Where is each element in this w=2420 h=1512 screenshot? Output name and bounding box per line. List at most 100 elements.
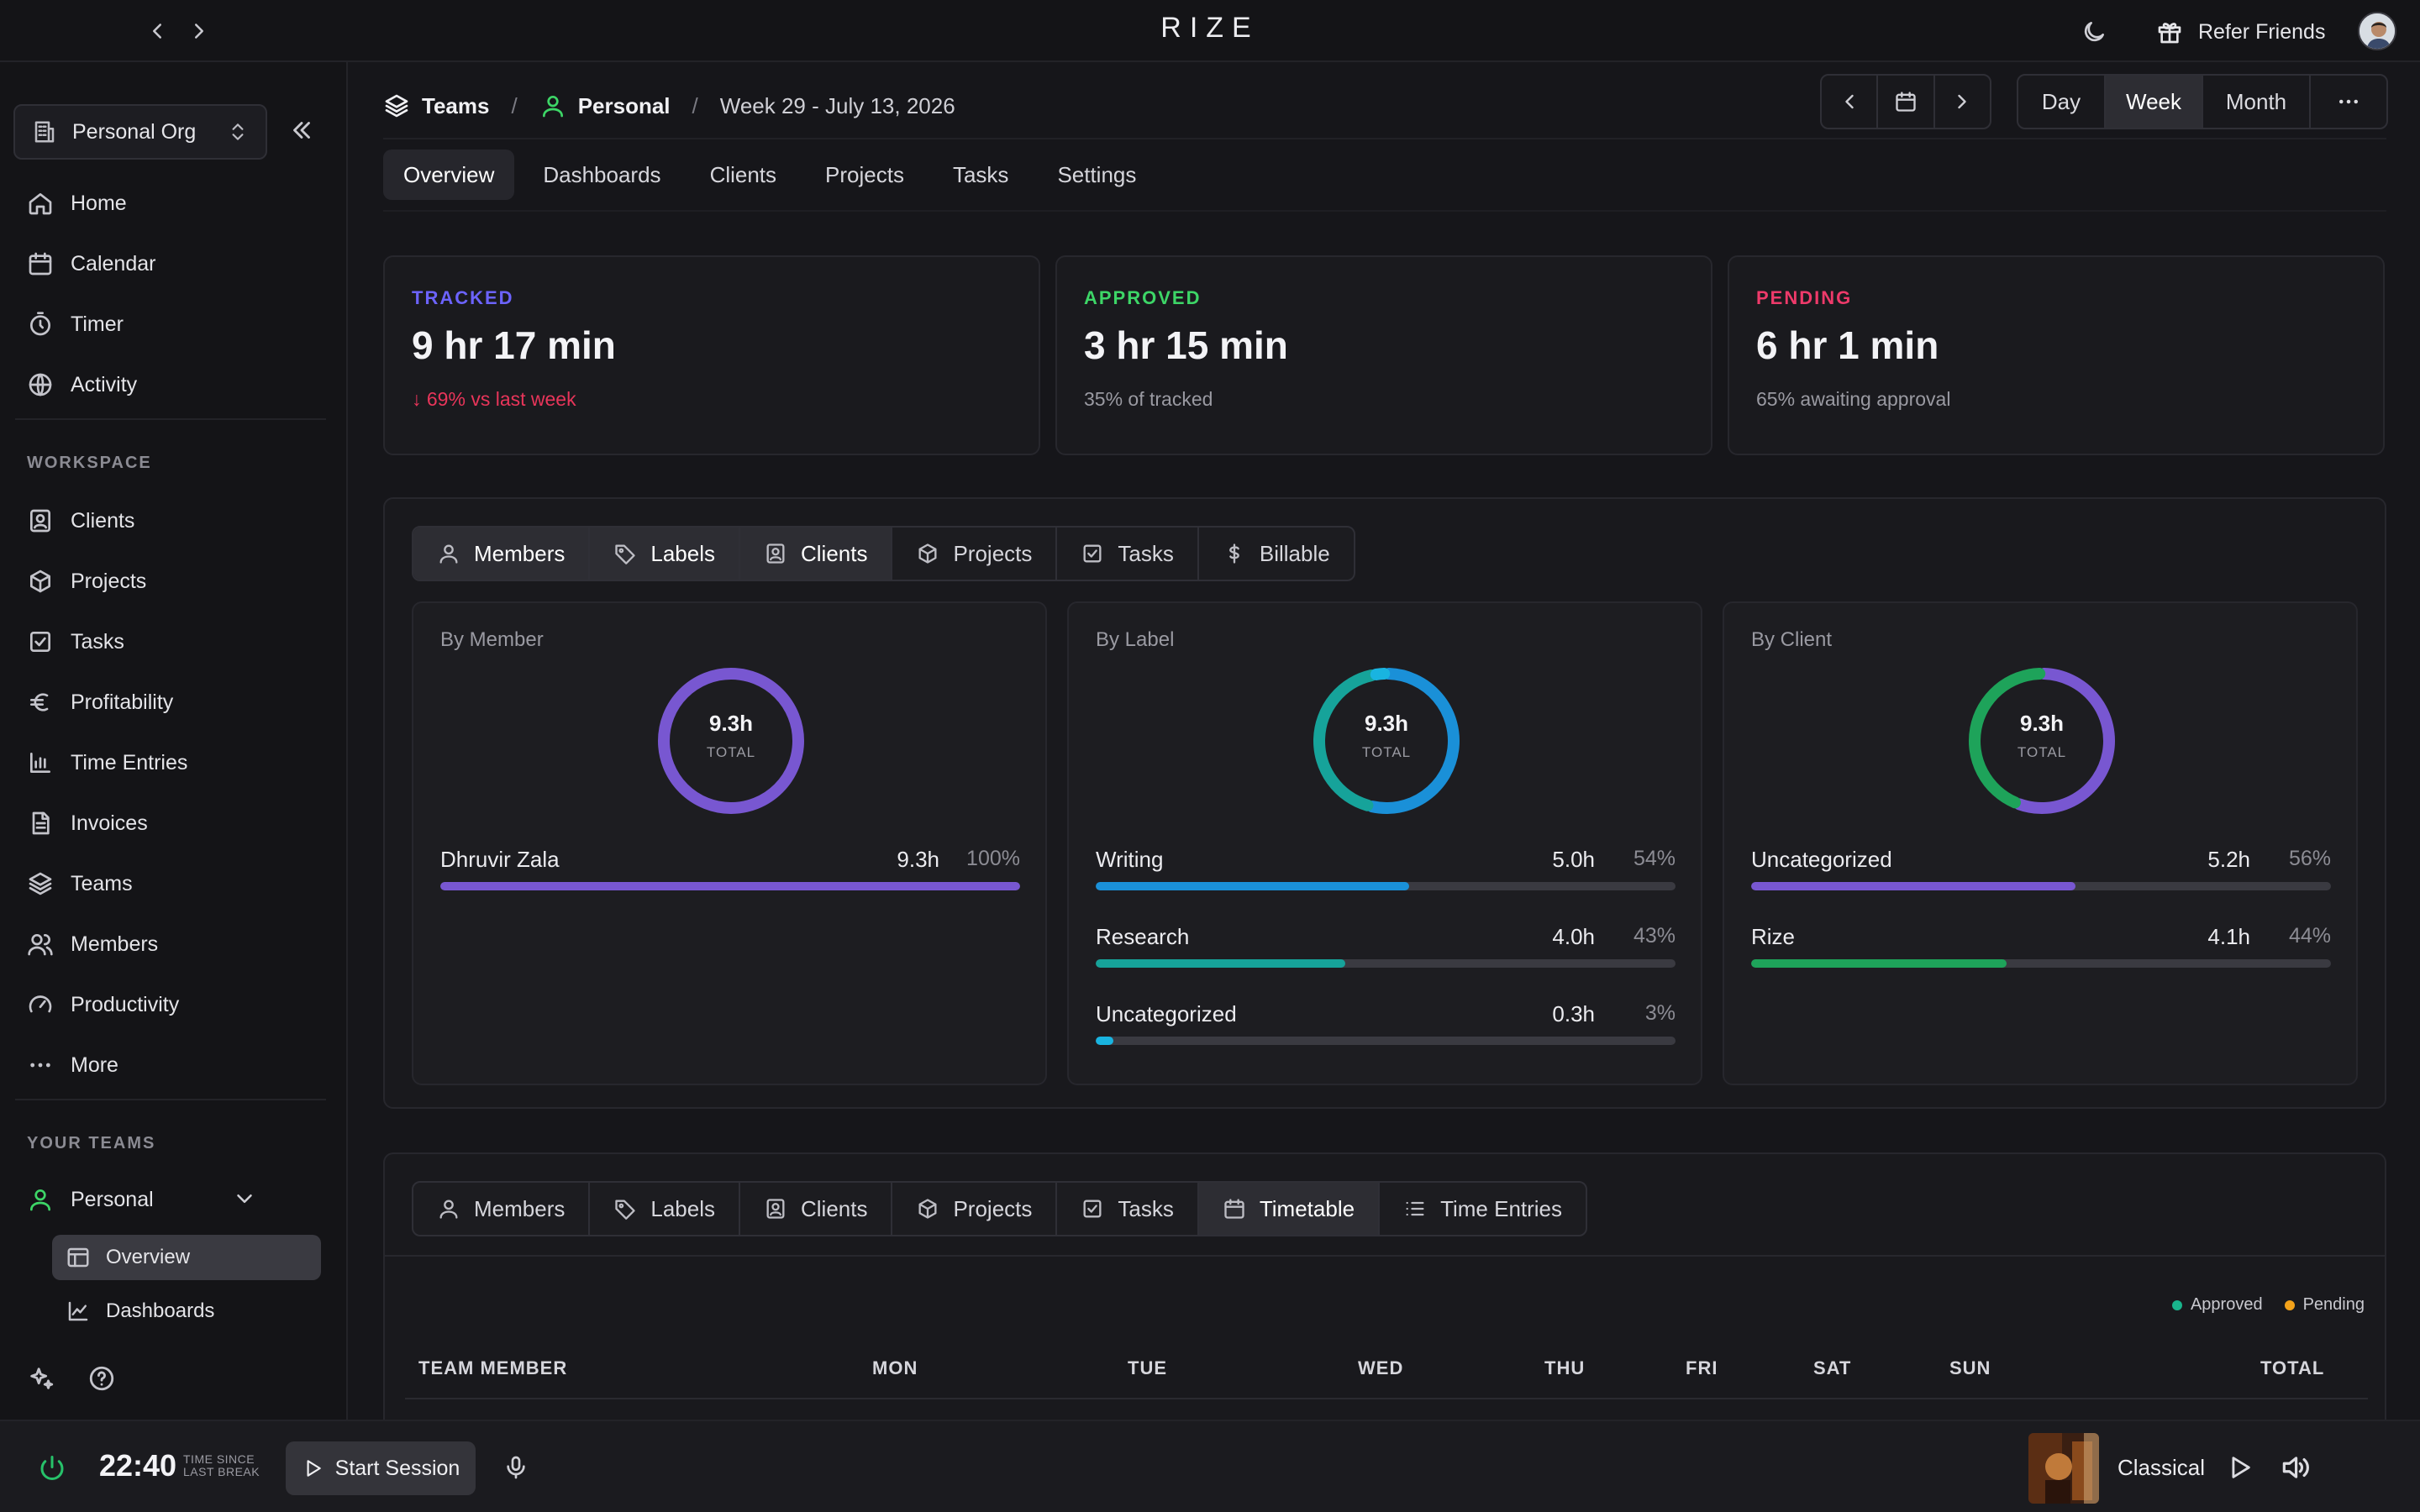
divider xyxy=(383,210,2386,212)
sidebar-team-personal[interactable]: Personal xyxy=(15,1176,326,1223)
date-picker-button[interactable] xyxy=(1878,76,1935,128)
org-switcher[interactable]: Personal Org xyxy=(13,104,267,160)
breakdown-row[interactable]: Writing 5.0h 54% xyxy=(1096,847,1676,897)
sidebar-item-tasks[interactable]: Tasks xyxy=(15,618,326,665)
more-icon xyxy=(30,1063,50,1068)
collapse-sidebar-icon[interactable] xyxy=(287,116,316,144)
users-icon xyxy=(28,934,53,956)
microphone-icon[interactable] xyxy=(502,1453,529,1482)
breakdown-by-label: By Label 9.3h TOTAL Writing 5.0h 54% Res… xyxy=(1067,601,1702,1085)
sidebar-item-label: Tasks xyxy=(71,629,124,654)
date-navigator xyxy=(1820,74,1991,129)
time-since-line1: TIME SINCE xyxy=(183,1452,255,1466)
previous-period-button[interactable] xyxy=(1822,76,1879,128)
column-header-sun[interactable]: SUN xyxy=(1949,1357,1991,1378)
breakdown-row[interactable]: Uncategorized 5.2h 56% xyxy=(1751,847,2331,897)
sidebar-item-calendar[interactable]: Calendar xyxy=(15,240,326,287)
help-icon[interactable] xyxy=(87,1364,116,1393)
timetable-tab-projects[interactable]: Projects xyxy=(892,1183,1058,1235)
breakdown-tab-clients[interactable]: Clients xyxy=(739,528,893,580)
breakdown-tab-tasks[interactable]: Tasks xyxy=(1057,528,1199,580)
range-day-button[interactable]: Day xyxy=(2018,76,2106,128)
sidebar-item-timer[interactable]: Timer xyxy=(15,301,326,348)
tab-overview[interactable]: Overview xyxy=(383,150,515,200)
chevron-down-icon[interactable] xyxy=(232,1186,257,1211)
sidebar-item-projects[interactable]: Projects xyxy=(15,558,326,605)
timetable-tab-labels[interactable]: Labels xyxy=(590,1183,740,1235)
tab-settings[interactable]: Settings xyxy=(1057,161,1137,187)
sidebar-item-label: Productivity xyxy=(71,992,180,1016)
breakdown-row[interactable]: Dhruvir Zala 9.3h 100% xyxy=(440,847,1020,897)
sidebar-item-more[interactable]: More xyxy=(15,1042,326,1089)
breakdown-tab-members[interactable]: Members xyxy=(413,528,591,580)
sidebar-item-members[interactable]: Members xyxy=(15,921,326,968)
breadcrumb-teams[interactable]: Teams xyxy=(383,92,489,119)
breakdown-row[interactable]: Rize 4.1h 44% xyxy=(1751,924,2331,974)
sidebar-item-teams[interactable]: Teams xyxy=(15,860,326,907)
breakdown-title: By Label xyxy=(1096,628,1175,651)
divider xyxy=(385,1255,2385,1257)
sidebar-item-home[interactable]: Home xyxy=(15,180,326,227)
column-header-team-member[interactable]: TEAM MEMBER xyxy=(418,1357,568,1378)
column-header-sat[interactable]: SAT xyxy=(1813,1357,1852,1378)
breakdown-by-member: By Member 9.3h TOTAL Dhruvir Zala 9.3h 1… xyxy=(412,601,1047,1085)
sidebar-subitem-overview[interactable]: Overview xyxy=(52,1235,321,1280)
sidebar-item-time-entries[interactable]: Time Entries xyxy=(15,739,326,786)
progress-fill xyxy=(1096,882,1409,890)
breakdown-tab-billable[interactable]: Billable xyxy=(1199,528,1354,580)
play-icon[interactable] xyxy=(2225,1452,2254,1483)
back-arrow-icon[interactable] xyxy=(145,18,170,44)
sidebar-item-clients[interactable]: Clients xyxy=(15,497,326,544)
column-header-mon[interactable]: MON xyxy=(872,1357,918,1378)
range-week-button[interactable]: Week xyxy=(2106,76,2203,128)
breakdown-tab-labels[interactable]: Labels xyxy=(590,528,740,580)
column-header-tue[interactable]: TUE xyxy=(1128,1357,1167,1378)
timetable-tab-members[interactable]: Members xyxy=(413,1183,591,1235)
forward-arrow-icon[interactable] xyxy=(187,18,212,44)
timetable-tab-clients[interactable]: Clients xyxy=(740,1183,893,1235)
breakdown-tab-projects[interactable]: Projects xyxy=(892,528,1058,580)
tab-tasks[interactable]: Tasks xyxy=(952,161,1009,187)
stat-value: 6 hr 1 min xyxy=(1756,323,1939,367)
column-header-wed[interactable]: WED xyxy=(1358,1357,1404,1378)
timetable-tab-time-entries[interactable]: Time Entries xyxy=(1380,1183,1586,1235)
breakdown-by-client: By Client 9.3h TOTAL Uncategorized 5.2h … xyxy=(1723,601,2358,1085)
time-since-line2: LAST BREAK xyxy=(183,1465,260,1478)
sidebar-item-invoices[interactable]: Invoices xyxy=(15,800,326,847)
avatar[interactable] xyxy=(2358,12,2396,50)
start-session-button[interactable]: Start Session xyxy=(286,1441,476,1495)
sparkle-icon[interactable] xyxy=(27,1364,55,1393)
sidebar-item-profitability[interactable]: Profitability xyxy=(15,679,326,726)
tab-projects[interactable]: Projects xyxy=(825,161,904,187)
tab-clients[interactable]: Clients xyxy=(709,161,777,187)
row-hours: 5.0h xyxy=(1552,847,1595,872)
tab-dashboards[interactable]: Dashboards xyxy=(543,161,661,187)
stat-value: 9 hr 17 min xyxy=(412,323,616,367)
volume-icon[interactable] xyxy=(2279,1452,2311,1483)
sidebar-item-activity[interactable]: Activity xyxy=(15,361,326,408)
breakdown-row[interactable]: Uncategorized 0.3h 3% xyxy=(1096,1001,1676,1052)
breakdown-row[interactable]: Research 4.0h 43% xyxy=(1096,924,1676,974)
column-header-fri[interactable]: FRI xyxy=(1686,1357,1718,1378)
tab-label: Labels xyxy=(650,540,715,566)
checkbox-icon xyxy=(1083,1200,1102,1218)
refer-friends-button[interactable]: Refer Friends xyxy=(2156,15,2325,49)
tab-label: Projects xyxy=(953,1195,1033,1221)
timetable-tab-timetable[interactable]: Timetable xyxy=(1198,1183,1381,1235)
sidebar-item-productivity[interactable]: Productivity xyxy=(15,981,326,1028)
timetable-tab-tasks[interactable]: Tasks xyxy=(1057,1183,1199,1235)
next-period-button[interactable] xyxy=(1935,76,1990,128)
power-icon[interactable] xyxy=(37,1453,67,1483)
more-options-button[interactable] xyxy=(2311,76,2386,128)
stat-sub: 35% of tracked xyxy=(1084,388,1213,410)
range-month-button[interactable]: Month xyxy=(2203,76,2311,128)
breadcrumb-personal[interactable]: Personal xyxy=(539,92,671,119)
sidebar-subitem-dashboards[interactable]: Dashboards xyxy=(52,1289,321,1334)
moon-icon[interactable] xyxy=(2081,18,2107,45)
range-toggle: Day Week Month xyxy=(2017,74,2388,129)
donut-segment xyxy=(1365,668,1460,814)
progress-track xyxy=(1096,1037,1676,1045)
column-header-thu[interactable]: THU xyxy=(1544,1357,1586,1378)
row-name: Writing xyxy=(1096,847,1164,872)
column-header-total[interactable]: TOTAL xyxy=(2260,1357,2325,1378)
